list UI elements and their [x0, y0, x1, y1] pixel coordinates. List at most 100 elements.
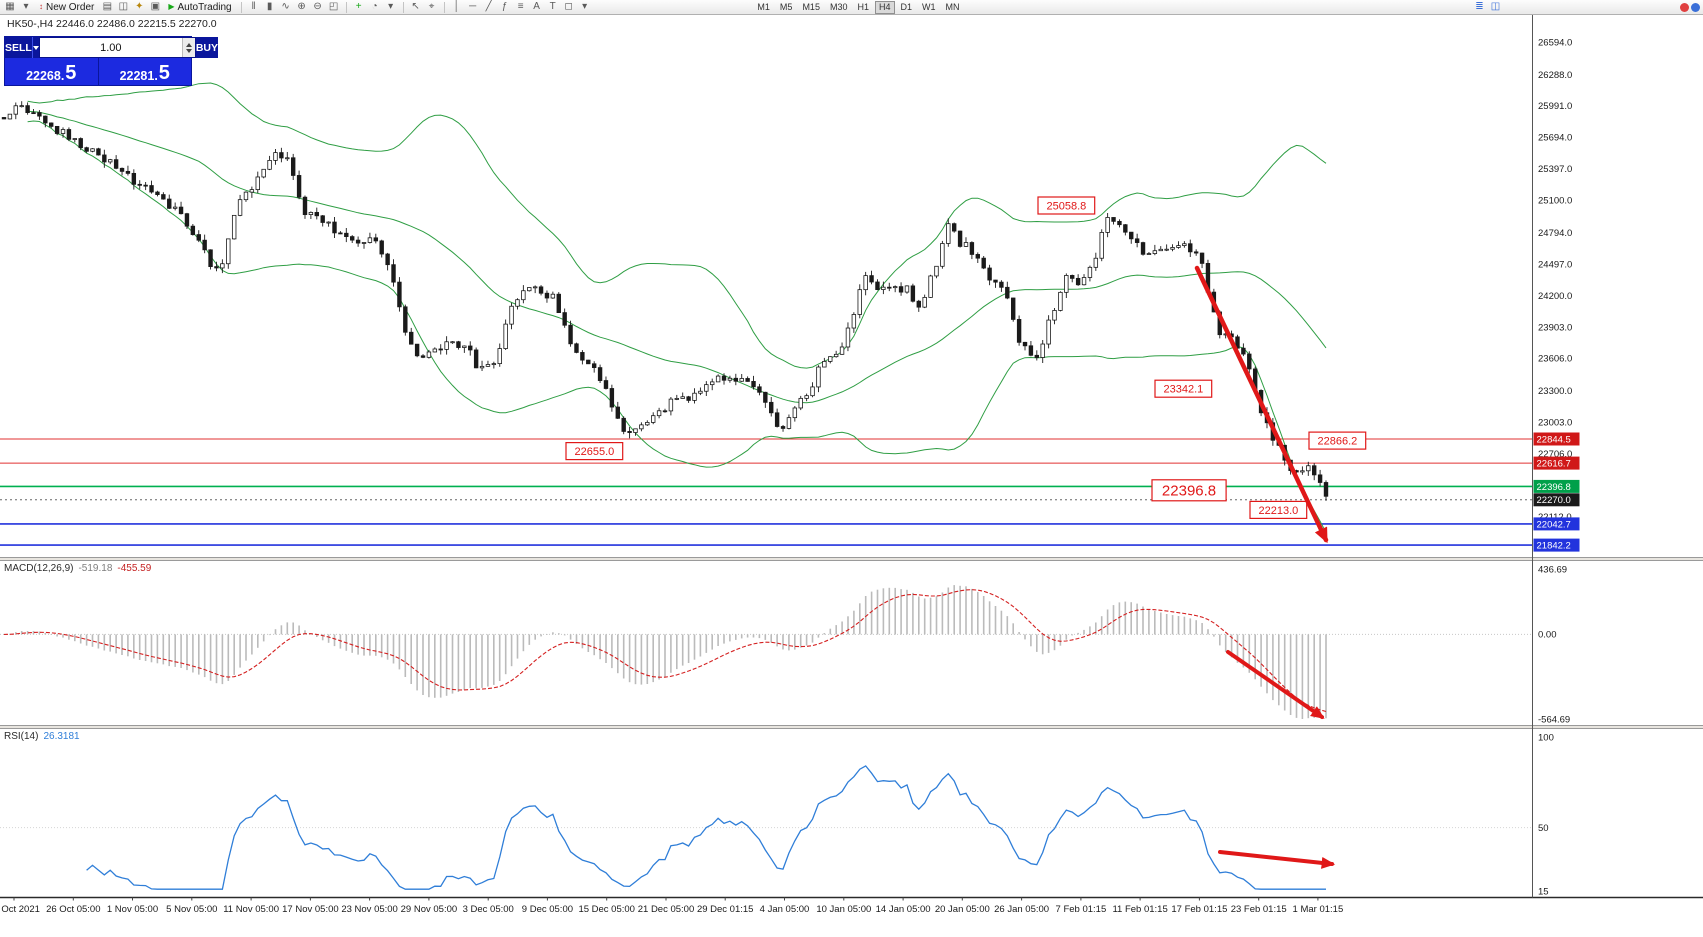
- one-click-header: SELL BUY: [5, 37, 219, 58]
- alerts-icon[interactable]: [1680, 2, 1689, 12]
- bar-chart-icon[interactable]: ‖: [251, 1, 256, 12]
- toolbar-spacer: [966, 7, 1471, 8]
- svg-text:50: 50: [1538, 823, 1549, 834]
- svg-text:26 Oct 05:00: 26 Oct 05:00: [46, 904, 100, 915]
- toolbar-separator: [345, 1, 347, 13]
- price-badge: [1533, 493, 1580, 507]
- svg-text:26288.0: 26288.0: [1538, 70, 1572, 81]
- timeframe-m5[interactable]: M5: [776, 1, 797, 14]
- timeframe-m30[interactable]: M30: [826, 1, 852, 14]
- timeframe-d1[interactable]: D1: [897, 1, 917, 14]
- rsi-indicator-label: RSI(14) 26.3181: [4, 731, 80, 742]
- horizontal-line-icon[interactable]: ─: [469, 1, 477, 12]
- svg-text:0.00: 0.00: [1538, 630, 1557, 641]
- templates-icon[interactable]: ▾: [388, 1, 394, 12]
- zoom-out-icon[interactable]: ⊖: [313, 1, 322, 12]
- time-axis[interactable]: 20 Oct 2021 26 Oct 05:00 1 Nov 05:00 5 Nov …: [0, 897, 1343, 916]
- volume-dropdown[interactable]: [31, 37, 39, 58]
- svg-text:22844.5: 22844.5: [1537, 434, 1571, 445]
- svg-text:3 Dec 05:00: 3 Dec 05:00: [463, 904, 514, 915]
- crosshair-icon[interactable]: ⌖: [428, 1, 435, 12]
- trendline-icon[interactable]: ╱: [485, 1, 492, 12]
- volume-stepper[interactable]: [181, 38, 195, 57]
- community-icon[interactable]: [1691, 2, 1700, 12]
- levels-icon[interactable]: ≡: [517, 1, 524, 12]
- new-chart-icon[interactable]: ▦: [5, 1, 15, 12]
- timeframe-h1[interactable]: H1: [853, 1, 873, 14]
- toolbar: ▦ ▾ ↕ New Order ▤ ◫ ✦ ▣ ▶ AutoTrading ‖ ▮ ∿ ⊕ ⊖ ◰ + ◔ ▾ ↖ ⌖ │…: [0, 0, 1703, 15]
- new-order-button[interactable]: ↕ New Order: [35, 1, 98, 14]
- panel-separator[interactable]: [0, 557, 1703, 561]
- sell-price-big-digit: 5: [65, 62, 77, 84]
- price-annotations[interactable]: 25058.8 23342.1 22866.2 22655.0 22396.8 22213…: [565, 196, 1367, 519]
- buy-price: 22281.: [119, 68, 158, 83]
- timeframe-mn[interactable]: MN: [942, 1, 964, 14]
- price-badge: [1533, 479, 1580, 493]
- macd-panel[interactable]: [0, 585, 1532, 719]
- add-indicator-icon[interactable]: +: [355, 1, 362, 12]
- shapes-icon[interactable]: ◻: [564, 1, 573, 12]
- price-axis[interactable]: 26594.0 26288.0 25991.0 25694.0 25397.0 25100…: [1533, 37, 1580, 897]
- svg-text:25991.0: 25991.0: [1538, 101, 1572, 112]
- volume-input[interactable]: [39, 38, 182, 57]
- zoom-in-icon[interactable]: ⊕: [297, 1, 306, 12]
- data-window-icon[interactable]: ◫: [118, 1, 129, 12]
- price-badge: [1533, 517, 1580, 531]
- price-panel[interactable]: 25058.8 23342.1 22866.2 22655.0 22396.8 22213…: [0, 82, 1532, 546]
- depth-of-market-icon[interactable]: ≣: [1475, 1, 1484, 12]
- candlestick-series: [1, 101, 1329, 501]
- horizontal-level-lines[interactable]: [0, 438, 1532, 546]
- candlestick-chart-icon[interactable]: ▮: [266, 1, 273, 12]
- svg-text:24200.0: 24200.0: [1538, 291, 1572, 302]
- market-watch-icon[interactable]: ▤: [102, 1, 113, 12]
- tile-windows-icon[interactable]: ◰: [328, 1, 339, 12]
- timeframe-h4[interactable]: H4: [874, 0, 895, 14]
- svg-text:23 Nov 05:00: 23 Nov 05:00: [341, 904, 398, 915]
- timeframe-w1[interactable]: W1: [918, 1, 940, 14]
- fibonacci-icon[interactable]: ƒ: [501, 1, 508, 12]
- svg-text:5 Nov 05:00: 5 Nov 05:00: [166, 904, 217, 915]
- macd-trend-arrow[interactable]: [1226, 650, 1325, 719]
- period-icon[interactable]: ◔: [371, 1, 378, 12]
- text-icon[interactable]: A: [533, 1, 540, 12]
- autotrading-play-icon: ▶: [168, 2, 175, 11]
- vertical-line-icon[interactable]: │: [453, 1, 460, 12]
- svg-text:23606.0: 23606.0: [1538, 354, 1572, 365]
- timeframe-m15[interactable]: M15: [798, 1, 824, 14]
- terminal-icon[interactable]: ▣: [150, 1, 161, 12]
- toolbar-separator: [402, 1, 404, 13]
- bollinger-bands: [27, 82, 1327, 533]
- svg-text:22042.7: 22042.7: [1537, 519, 1571, 530]
- symbol-ohlc-label: HK50-,H4 22446.0 22486.0 22215.5 22270.0: [7, 18, 217, 30]
- buy-price-big-digit: 5: [158, 62, 170, 84]
- objects-menu-icon[interactable]: ▾: [582, 1, 588, 12]
- price-trend-arrow[interactable]: [1194, 265, 1329, 544]
- svg-text:9 Dec 05:00: 9 Dec 05:00: [522, 904, 573, 915]
- rsi-panel[interactable]: [0, 765, 1532, 890]
- navigator-icon[interactable]: ✦: [135, 1, 144, 12]
- timeframe-m1[interactable]: M1: [753, 1, 774, 14]
- rsi-trend-arrow[interactable]: [1218, 850, 1336, 869]
- panel-separator[interactable]: [0, 725, 1703, 729]
- line-chart-icon[interactable]: ∿: [281, 1, 290, 12]
- buy-price-button[interactable]: 22281. 5: [97, 58, 191, 85]
- macd-signal-value: -455.59: [117, 563, 152, 574]
- svg-text:24497.0: 24497.0: [1538, 259, 1572, 270]
- svg-text:22866.2: 22866.2: [1317, 436, 1357, 448]
- cursor-icon[interactable]: ↖: [411, 1, 420, 12]
- svg-text:11 Feb 01:15: 11 Feb 01:15: [1112, 904, 1167, 915]
- svg-text:22616.7: 22616.7: [1537, 459, 1571, 470]
- sell-price-button[interactable]: 22268. 5: [5, 58, 98, 85]
- macd-histogram: [3, 585, 1327, 719]
- one-click-prices: 22268. 5 22281. 5: [5, 58, 191, 85]
- label-icon[interactable]: T: [549, 1, 556, 12]
- svg-text:1 Nov 05:00: 1 Nov 05:00: [107, 904, 158, 915]
- sell-button[interactable]: SELL: [5, 37, 32, 58]
- buy-button[interactable]: BUY: [195, 37, 219, 58]
- svg-text:21 Dec 05:00: 21 Dec 05:00: [638, 904, 695, 915]
- chart-profiles-icon[interactable]: ▾: [23, 1, 29, 12]
- svg-text:11 Nov 05:00: 11 Nov 05:00: [223, 904, 279, 915]
- news-icon[interactable]: ◫: [1490, 1, 1501, 12]
- autotrading-button[interactable]: ▶ AutoTrading: [164, 1, 235, 14]
